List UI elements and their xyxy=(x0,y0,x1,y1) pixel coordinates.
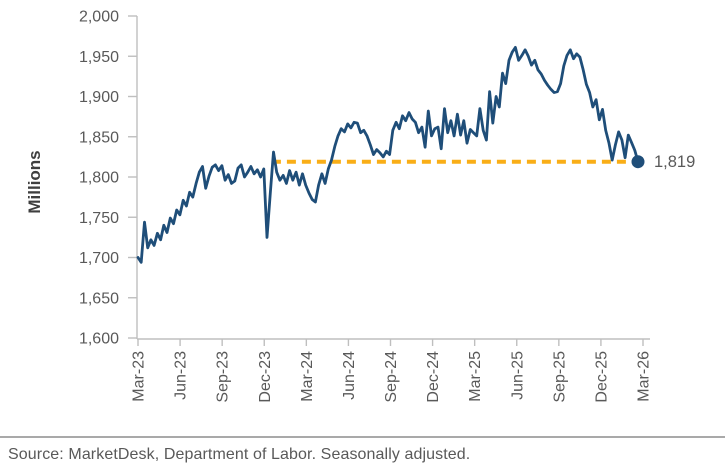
end-point-marker xyxy=(631,155,645,169)
x-tick-label: Sep-25 xyxy=(551,351,568,403)
chart-area: 2,000 1,950 1,900 1,850 1,800 1,750 1,700 1,650… xyxy=(25,9,695,403)
y-axis: 2,000 1,950 1,900 1,850 1,800 1,750 1,700 1,650… xyxy=(79,9,138,348)
x-tick-label: Mar-23 xyxy=(131,351,148,402)
y-tick-label: 1,950 xyxy=(79,49,119,66)
x-tick-label: Jun-23 xyxy=(173,351,190,400)
data-line xyxy=(136,46,640,264)
y-tick-label: 1,600 xyxy=(79,331,119,348)
x-tick-label: Jun-24 xyxy=(341,351,358,400)
y-tick-label: 1,650 xyxy=(79,290,119,307)
x-tick-label: Dec-25 xyxy=(593,351,610,403)
x-tick-label: Mar-24 xyxy=(299,351,316,402)
source-text: Source: MarketDesk, Department of Labor.… xyxy=(8,446,471,463)
end-value-label: 1,819 xyxy=(654,153,695,171)
x-tick-label: Mar-25 xyxy=(467,351,484,402)
x-tick-label: Sep-23 xyxy=(215,351,232,403)
x-tick-label: Dec-23 xyxy=(257,351,274,403)
y-tick-label: 1,750 xyxy=(79,210,119,227)
x-tick-label: Dec-24 xyxy=(425,351,442,403)
y-tick-label: 2,000 xyxy=(79,9,119,26)
x-tick-label: Mar-26 xyxy=(636,351,653,402)
x-axis: Mar-23 Jun-23 Sep-23 Dec-23 Mar-24 Jun-24 Sep-… xyxy=(131,338,653,403)
y-tick-label: 1,800 xyxy=(79,170,119,187)
line-chart: 2,000 1,950 1,900 1,850 1,800 1,750 1,700 1,650… xyxy=(25,9,695,403)
x-tick-label: Jun-25 xyxy=(509,351,526,400)
y-axis-title: Millions xyxy=(25,150,44,213)
x-tick-label: Sep-24 xyxy=(383,351,400,403)
y-tick-label: 1,700 xyxy=(79,250,119,267)
y-tick-label: 1,900 xyxy=(79,89,119,106)
y-tick-label: 1,850 xyxy=(79,129,119,146)
divider-line xyxy=(0,436,725,438)
